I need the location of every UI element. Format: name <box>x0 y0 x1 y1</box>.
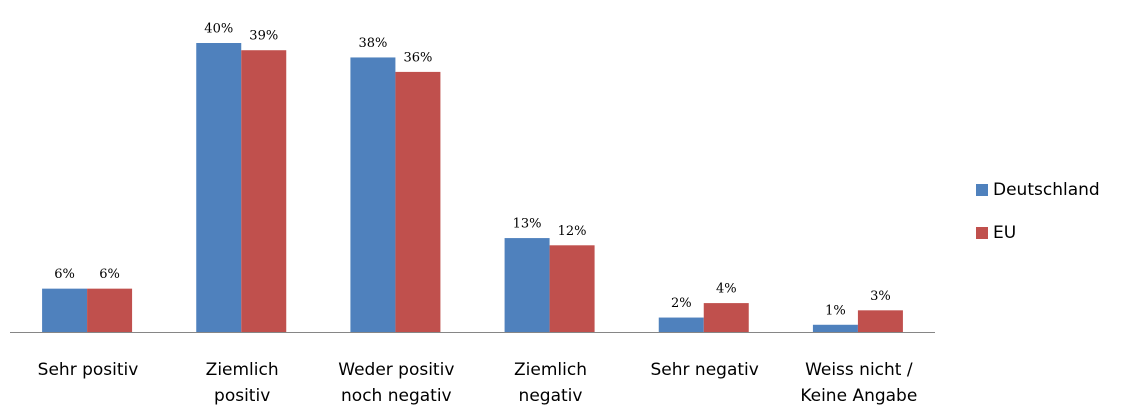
x-tick-label: Ziemlich negativ <box>514 360 587 406</box>
data-label: 38% <box>358 36 387 51</box>
data-label: 6% <box>54 267 75 282</box>
bar <box>703 303 749 332</box>
bar <box>549 245 595 332</box>
data-label: 4% <box>716 282 737 297</box>
bar <box>87 288 133 332</box>
x-tick-label: Sehr negativ <box>650 360 759 380</box>
x-tick-label: Weiss nicht / Keine Angabe <box>800 360 918 406</box>
bar <box>395 71 441 333</box>
data-label: 13% <box>513 217 542 232</box>
x-tick-label: Weder positiv noch negativ <box>338 360 455 406</box>
data-label: 39% <box>249 29 278 44</box>
data-label: 6% <box>99 267 120 282</box>
data-label: 36% <box>403 50 432 65</box>
bar <box>350 57 396 332</box>
bar <box>196 43 242 332</box>
data-label: 12% <box>558 224 587 239</box>
bar <box>504 238 550 332</box>
legend-label: EU <box>993 223 1016 243</box>
x-tick-label: Ziemlich positiv <box>205 360 279 406</box>
data-label: 40% <box>204 22 233 37</box>
data-label: 2% <box>671 296 692 311</box>
bar <box>658 317 704 332</box>
data-label: 1% <box>825 303 846 318</box>
legend-swatch <box>976 227 988 239</box>
bar <box>812 324 858 332</box>
bar <box>857 310 903 332</box>
legend-swatch <box>976 184 988 196</box>
x-tick-label: Sehr positiv <box>37 360 139 380</box>
bar <box>42 288 88 332</box>
legend-label: Deutschland <box>993 180 1100 200</box>
data-label: 3% <box>870 289 891 304</box>
bar <box>241 50 287 332</box>
